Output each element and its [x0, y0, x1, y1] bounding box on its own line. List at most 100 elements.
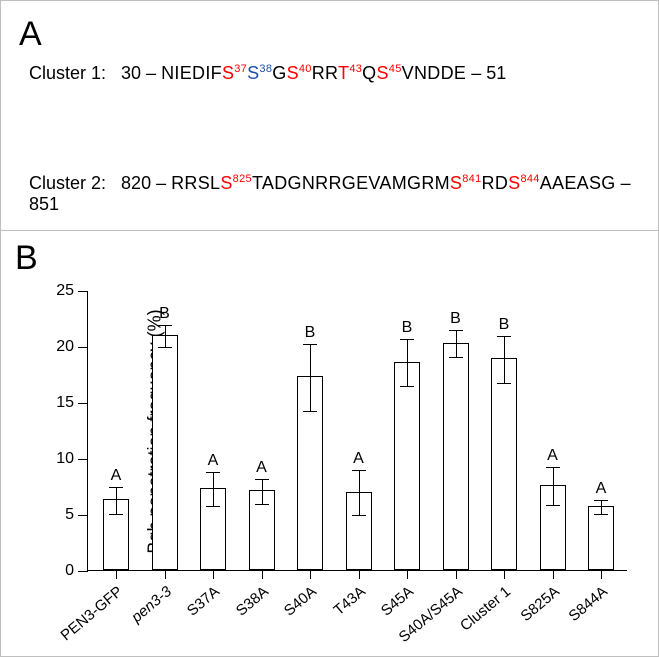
residue: T [338, 63, 349, 83]
y-tick [78, 347, 88, 348]
residue-superscript: 844 [520, 173, 539, 185]
residue: L [210, 173, 220, 193]
cluster2-seq: RRSLS825TADGNRRGEVAMGRMS841RDS844AAEASG [171, 173, 615, 193]
x-tick-label: T43A [330, 583, 368, 619]
residue: S [589, 173, 601, 193]
residue: V [402, 63, 414, 83]
significance-label: A [353, 450, 364, 468]
bar [588, 506, 614, 570]
x-tick-label: S825A [517, 583, 562, 625]
chart-area: 0510152025ABAABABBBAA PEN3-GFPpen3-3S37A… [87, 291, 627, 571]
residue: A [577, 173, 589, 193]
residue: E [356, 173, 368, 193]
residue: S [222, 63, 234, 83]
residue: D [427, 63, 440, 83]
residue-superscript: 45 [389, 63, 402, 75]
error-bar [407, 339, 408, 386]
error-cap [594, 514, 608, 515]
error-cap [206, 506, 220, 507]
y-tick-label: 25 [56, 282, 74, 300]
residue: R [482, 173, 495, 193]
residue-superscript: 37 [234, 63, 247, 75]
error-bar [553, 467, 554, 505]
residue-superscript: 38 [259, 63, 272, 75]
significance-label: B [450, 310, 461, 328]
x-tick-label: pen3-3 [128, 583, 175, 626]
residue-superscript: 40 [299, 63, 312, 75]
residue: S [198, 173, 210, 193]
residue: N [414, 63, 427, 83]
y-tick-label: 15 [56, 394, 74, 412]
residue: R [421, 173, 434, 193]
x-tick [165, 570, 166, 579]
significance-label: A [547, 447, 558, 465]
x-tick [407, 570, 408, 579]
significance-label: B [159, 305, 170, 323]
x-tick [116, 570, 117, 579]
residue: E [564, 173, 576, 193]
significance-label: B [305, 324, 316, 342]
residue-superscript: 43 [349, 63, 362, 75]
error-cap [303, 344, 317, 345]
residue: E [180, 63, 192, 83]
x-tick-label: S844A [565, 583, 610, 625]
x-tick [504, 570, 505, 579]
residue: G [601, 173, 615, 193]
cluster1-seq: NIEDIFS37S38GS40RRT43QS45VNDDE [161, 63, 466, 83]
residue: S [508, 173, 520, 193]
cluster1-end: 51 [486, 63, 506, 83]
plot: 0510152025ABAABABBBAA [87, 291, 627, 571]
residue: A [379, 173, 391, 193]
y-tick [78, 515, 88, 516]
panel-b-label: B [15, 239, 644, 278]
y-tick [78, 571, 88, 572]
error-cap [255, 479, 269, 480]
residue: R [328, 173, 341, 193]
x-tick [359, 570, 360, 579]
residue: S [287, 63, 299, 83]
residue: S [220, 173, 232, 193]
x-tick-label: PEN3-GFP [58, 583, 126, 644]
bar [443, 343, 469, 570]
residue: A [540, 173, 552, 193]
error-cap [158, 347, 172, 348]
error-bar [456, 330, 457, 357]
residue: R [184, 173, 197, 193]
x-tick-label: S40A [281, 583, 320, 620]
error-bar [213, 472, 214, 506]
error-bar [504, 336, 505, 383]
x-tick-label: S37A [184, 583, 223, 620]
error-cap [158, 325, 172, 326]
error-cap [352, 515, 366, 516]
residue: R [325, 63, 338, 83]
y-tick [78, 459, 88, 460]
error-cap [352, 470, 366, 471]
cluster1-line: Cluster 1: 30 – NIEDIFS37S38GS40RRT43QS4… [29, 63, 506, 84]
error-cap [206, 472, 220, 473]
residue: G [272, 63, 286, 83]
residue: E [454, 63, 466, 83]
error-bar [310, 344, 311, 411]
x-tick-label: S38A [232, 583, 271, 620]
residue: G [342, 173, 356, 193]
error-cap [400, 386, 414, 387]
error-bar [116, 487, 117, 514]
residue: A [552, 173, 564, 193]
significance-label: A [208, 452, 219, 470]
y-tick-label: 20 [56, 338, 74, 356]
error-cap [546, 505, 560, 506]
bar [394, 362, 420, 570]
residue: M [435, 173, 450, 193]
panel-a: A Cluster 1: 30 – NIEDIFS37S38GS40RRT43Q… [1, 1, 658, 231]
bar [152, 335, 178, 570]
y-tick-label: 0 [65, 562, 74, 580]
residue: G [407, 173, 421, 193]
residue: D [274, 173, 287, 193]
significance-label: A [596, 480, 607, 498]
error-bar [601, 500, 602, 513]
residue: D [192, 63, 205, 83]
residue: D [495, 173, 508, 193]
error-cap [449, 357, 463, 358]
error-cap [303, 411, 317, 412]
error-bar [262, 479, 263, 504]
